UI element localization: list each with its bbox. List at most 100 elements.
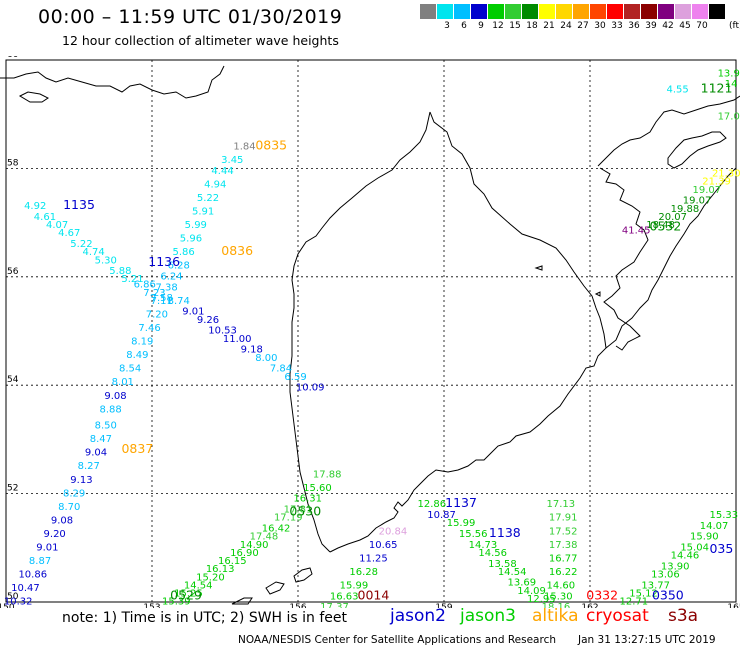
legend-jason2: jason2 [390,606,446,626]
wave-height-value: 8.54 [119,364,141,375]
legend-s3a: s3a [668,606,699,626]
pass-time-label: 035 [709,541,733,556]
colorbar-label: 33 [611,21,623,31]
colorbar-label: 15 [509,21,521,31]
wave-height-value: 8.27 [78,461,100,472]
wave-height-value: 13.06 [651,570,680,581]
wave-height-value: 20.84 [379,526,408,537]
wave-height-value: 7.84 [270,364,292,375]
wave-height-value: 12.71 [619,597,648,608]
colorbar-cell [454,4,470,19]
colorbar-label: 21 [543,21,555,31]
kamchatka-east-coastline [605,167,737,349]
legend-cryosat: cryosat [586,606,649,626]
track-jason3-1137: 12.8610.8715.9915.5614.7314.5613.5814.54… [418,499,556,605]
wave-height-value: 14.09 [517,586,546,597]
colorbar-label: 24 [560,21,572,31]
wave-height-value: 9.26 [197,315,219,326]
colorbar-label: 39 [645,21,657,31]
wave-height-value: 21.30 [712,169,740,180]
wave-height-value: 16.13 [206,564,235,575]
wave-height-value: 9.01 [182,307,204,318]
wave-height-value: 8.47 [90,434,112,445]
colorbar-label: 36 [628,21,640,31]
pass-time-label: 0332 [586,587,618,602]
pass-time-label: 0532 [650,219,682,234]
wave-height-value: 5.30 [95,255,117,266]
wave-height-value: 16.77 [549,553,578,564]
wave-height-value: 4.55 [666,85,688,96]
colorbar-cell [709,4,725,19]
pass-time-label: 1121 [701,81,733,96]
page-title: 00:00 – 11:59 UTC 01/30/2019 [38,6,343,28]
wave-height-value: 17.81 [284,505,313,516]
wave-height-value: 13.90 [661,561,690,572]
wave-height-value: 12.86 [418,499,447,510]
wave-height-value: 9.08 [51,515,73,526]
kuril-island-2 [265,581,285,595]
wave-height-map: 605856545250150153156159162165 1.843.454… [0,56,740,608]
wave-height-value: 6.28 [168,261,190,272]
wave-height-value: 7.46 [138,323,160,334]
wave-height-value: 9.01 [36,543,58,554]
karaginsky-island [667,131,727,169]
pass-time-label: 0836 [221,243,253,258]
pass-time-label: 0835 [255,137,287,152]
lat-label: 50 [7,592,19,602]
credit-line: NOAA/NESDIS Center for Satellite Applica… [238,634,556,646]
track-jason3-1138: 17.13 17.91 17.52 17.38 16.77 16.22 14.6015.30… [542,499,578,608]
colorbar-label: 27 [577,21,589,31]
wave-height-value: 8.50 [95,421,117,432]
lat-label: 60 [7,56,19,60]
lon-label: 159 [435,603,452,608]
colorbar-cell [692,4,708,19]
wave-height-value: 5.86 [173,247,195,258]
wave-height-value: 14.07 [700,521,729,532]
okhotsk-north-shore [0,65,225,99]
wave-height-value: 17.48 [250,532,279,543]
lat-label: 54 [7,375,19,385]
wave-height-value: 13.77 [641,580,670,591]
track-jason3-0350: 15.3314.0715.9015.0414.4613.9013.0613.77… [619,510,738,608]
wave-height-value: 16.90 [230,548,259,559]
coastlines [0,65,740,605]
lon-label: 150 [0,603,15,608]
altimeter-tracks: 1.84 3.454.44 4.94 5.22 5.91 5.99 5.96 5.86 6.28… [4,68,740,608]
track-jason3-1121: 13.914 4.55 17.0 [666,68,739,122]
wave-height-value: 6.86 [134,280,156,291]
wave-height-value: 8.49 [126,350,148,361]
wave-height-value: 17.37 [320,602,349,608]
wave-height-value: 10.87 [427,510,456,521]
wave-height-value: 19.07 [692,185,721,196]
wave-height-value: 9.04 [85,448,107,459]
wave-height-value: 19.88 [671,204,700,215]
lon-label: 156 [289,603,306,608]
wave-height-value: 16.22 [549,567,578,578]
wave-height-value: 7.23 [143,288,165,299]
wave-height-value: 6.24 [160,272,182,283]
wave-height-value: 14.54 [498,567,527,578]
wave-height-value: 14.73 [469,540,498,551]
track-saral-0835: 1.84 3.454.44 4.94 5.22 5.91 5.99 5.96 5.86 6.28… [4,141,256,607]
small-island-2 [594,291,601,297]
wave-height-value: 17.88 [313,469,342,480]
wave-height-value: 7.38 [155,282,177,293]
colorbar-unit: (ft) [729,21,740,31]
colorbar-cell [675,4,691,19]
wave-height-value: 9.13 [70,475,92,486]
wave-height-value: 19.07 [683,196,712,207]
wave-height-value: 9.18 [241,345,263,356]
colorbar-cell [522,4,538,19]
colorbar-cell [420,4,436,19]
wave-height-value: 14.60 [546,580,575,591]
wave-height-value: 1.84 [233,141,255,152]
colorbar-label: 30 [594,21,606,31]
wave-height-value: 5.22 [70,239,92,250]
wave-height-value: 7.20 [146,309,168,320]
lat-label: 58 [7,158,19,168]
wave-height-value: 7.58 [151,293,173,304]
page-subtitle: 12 hour collection of altimeter wave hei… [62,33,339,48]
pass-time-label: 0350 [652,587,684,602]
